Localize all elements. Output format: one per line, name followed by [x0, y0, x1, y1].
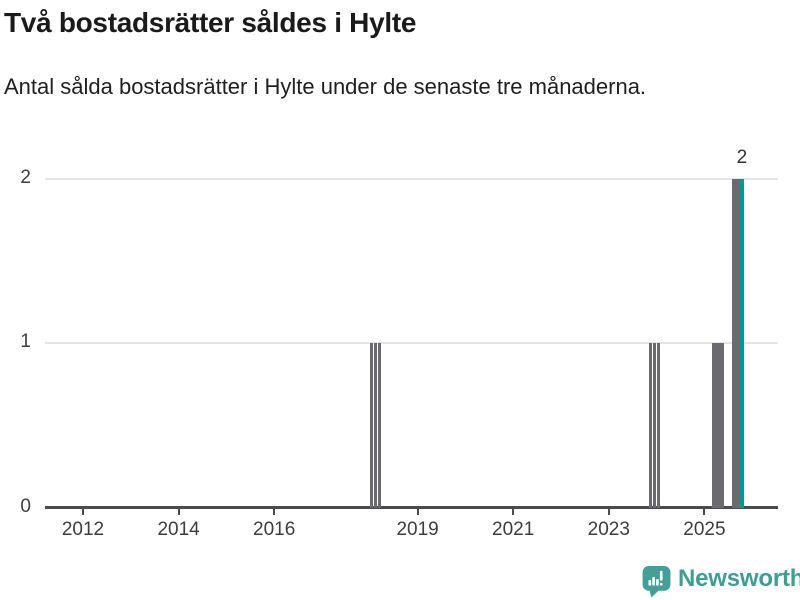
bar: [652, 343, 656, 508]
bar: [712, 343, 716, 508]
x-axis-tick: [273, 508, 276, 515]
x-axis-tick: [416, 508, 419, 515]
x-axis-tick: [512, 508, 515, 515]
x-axis-label: 2019: [396, 518, 439, 540]
bar: [656, 343, 660, 508]
gridline: [45, 342, 778, 344]
x-axis-tick: [82, 508, 84, 515]
bar-value-label: 2: [736, 146, 748, 168]
brand-name: Newsworthy: [678, 565, 800, 592]
x-axis-label: 2025: [683, 518, 726, 540]
newsworthy-logo-icon: [642, 566, 671, 598]
brand-footer: Newsworthy: [642, 565, 800, 598]
x-axis-label: 2012: [61, 518, 105, 540]
bar: [373, 343, 378, 508]
chart-title: Två bostadsrätter såldes i Hylte: [4, 7, 417, 38]
y-axis-label: 0: [20, 495, 31, 517]
y-axis-label: 1: [20, 331, 31, 352]
bar-highlight: [740, 178, 744, 508]
x-axis-tick: [703, 508, 706, 515]
x-axis-tick: [177, 508, 180, 515]
x-axis-label: 2021: [492, 518, 535, 540]
y-axis-label: 2: [20, 166, 31, 188]
x-axis-label: 2016: [253, 518, 296, 540]
bar: [732, 178, 736, 508]
x-axis-label: 2023: [587, 518, 630, 540]
x-axis-line: [45, 506, 778, 509]
bar: [736, 178, 740, 508]
gridline: [45, 177, 778, 180]
x-axis-label: 2014: [157, 518, 200, 540]
bar: [369, 343, 374, 508]
chart-subtitle: Antal sålda bostadsrätter i Hylte under …: [4, 74, 647, 99]
bar: [716, 343, 720, 508]
bar: [377, 343, 382, 508]
x-axis-tick: [607, 508, 610, 515]
bar: [648, 343, 653, 508]
bar: [720, 343, 724, 508]
